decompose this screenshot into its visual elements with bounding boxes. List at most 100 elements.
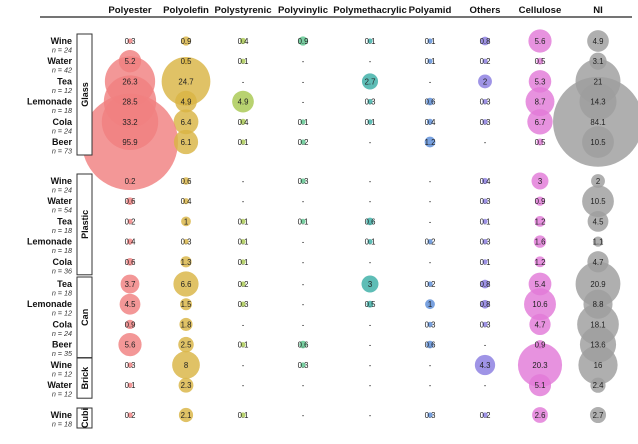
row-count: n = 18 <box>52 226 72 235</box>
group-label-glass: Glass <box>80 82 90 107</box>
cell-value: 6.7 <box>535 118 546 127</box>
bubble <box>482 119 488 125</box>
bubble <box>126 238 134 245</box>
cell-value: 0.4 <box>238 118 250 127</box>
cell-value: 0.1 <box>480 217 491 226</box>
bubble <box>119 293 141 315</box>
bubble <box>181 216 191 227</box>
cell-value: 0.9 <box>298 37 309 46</box>
column-header-polyamid: Polyamid <box>409 5 452 16</box>
group-box-cubi <box>76 407 93 429</box>
bubble <box>527 109 553 135</box>
cell-value: 20.3 <box>532 361 547 370</box>
cell-value: 0.6 <box>425 98 436 107</box>
row-count: n = 18 <box>52 106 72 115</box>
row-label: Cola <box>52 257 72 267</box>
bubble <box>532 407 548 423</box>
bubble <box>300 362 306 368</box>
bubble <box>127 382 133 388</box>
bubble <box>478 74 492 89</box>
column-header-polyvinylic: Polyvinylic <box>278 5 329 16</box>
bubble <box>126 197 134 205</box>
bubble <box>366 217 374 226</box>
bubble <box>427 58 433 64</box>
bubble <box>589 406 607 424</box>
bubble <box>482 259 488 265</box>
cell-value: 0.2 <box>298 138 309 147</box>
cell-value: 0.9 <box>125 320 136 329</box>
cell-value: 0.6 <box>298 341 309 350</box>
cell-value: 1.5 <box>181 300 193 309</box>
cell-value: - <box>429 197 432 206</box>
cell-value: 0.3 <box>298 177 309 186</box>
column-header-polyolefin: Polyolefin <box>163 5 209 16</box>
bubble <box>425 299 435 310</box>
cell-value: - <box>369 381 372 390</box>
row-count: n = 24 <box>52 186 72 195</box>
bubble <box>175 90 197 113</box>
bubble <box>367 119 373 125</box>
cell-value: 0.1 <box>238 341 249 350</box>
row-label: Tea <box>57 279 73 289</box>
row-label: Wine <box>51 36 72 46</box>
bubble <box>536 57 544 65</box>
bubble <box>367 98 373 105</box>
cell-value: 0.5 <box>181 57 193 66</box>
row-label: Cola <box>52 117 72 127</box>
bubble <box>181 36 191 46</box>
bubble <box>127 38 133 44</box>
row-label: Beer <box>52 340 73 350</box>
cell-value: 5.2 <box>125 57 136 66</box>
cell-value: 0.5 <box>535 138 547 147</box>
cell-value: - <box>242 177 245 186</box>
bubble <box>178 336 194 353</box>
bubble <box>482 238 488 245</box>
cell-value: 0.9 <box>535 197 546 206</box>
cell-value: 33.2 <box>122 118 137 127</box>
bubble <box>120 274 140 294</box>
row-count: n = 12 <box>52 390 72 399</box>
bubble <box>536 138 544 146</box>
row-label: Water <box>47 56 72 66</box>
cell-value: 6.1 <box>181 138 192 147</box>
bubble <box>161 57 211 106</box>
cell-value: 0.6 <box>181 177 192 186</box>
bubble <box>300 139 306 145</box>
cell-value: 0.8 <box>480 280 491 289</box>
bubble <box>582 126 614 158</box>
group-box-plastic <box>76 173 93 276</box>
cell-value: - <box>369 177 372 186</box>
bubble <box>474 354 496 376</box>
group-label-plastic: Plastic <box>80 210 90 239</box>
bubble <box>232 90 254 113</box>
column-header-polystyrenic: Polystyrenic <box>214 5 272 16</box>
cell-value: 0.9 <box>181 37 192 46</box>
cell-value: 0.9 <box>535 341 546 350</box>
row-label: Tea <box>57 76 73 86</box>
cell-value: 14.3 <box>590 98 605 107</box>
bubble <box>182 177 190 185</box>
cell-value: 0.1 <box>238 57 249 66</box>
row-count: n = 12 <box>52 309 72 318</box>
bubble <box>482 58 488 64</box>
bubble <box>427 38 433 44</box>
cell-value: 0.1 <box>238 138 249 147</box>
cell-value: 0.3 <box>480 320 491 329</box>
cell-value: 0.8 <box>480 300 491 309</box>
cell-value: - <box>369 197 372 206</box>
cell-value: - <box>429 77 432 86</box>
column-header-polymethacrylic: Polymethacrylic <box>333 5 407 16</box>
cell-value: - <box>484 138 487 147</box>
cell-value: 24.7 <box>178 77 193 86</box>
bubble <box>240 218 246 224</box>
row-label: Wine <box>51 360 72 370</box>
bubble <box>240 259 246 265</box>
row-label: Water <box>47 196 72 206</box>
cell-value: 0.4 <box>125 238 137 247</box>
cell-value: 1 <box>184 217 188 226</box>
bubble <box>427 321 433 328</box>
bubble <box>240 281 246 287</box>
bubble <box>517 342 563 388</box>
cell-value: - <box>429 361 432 370</box>
